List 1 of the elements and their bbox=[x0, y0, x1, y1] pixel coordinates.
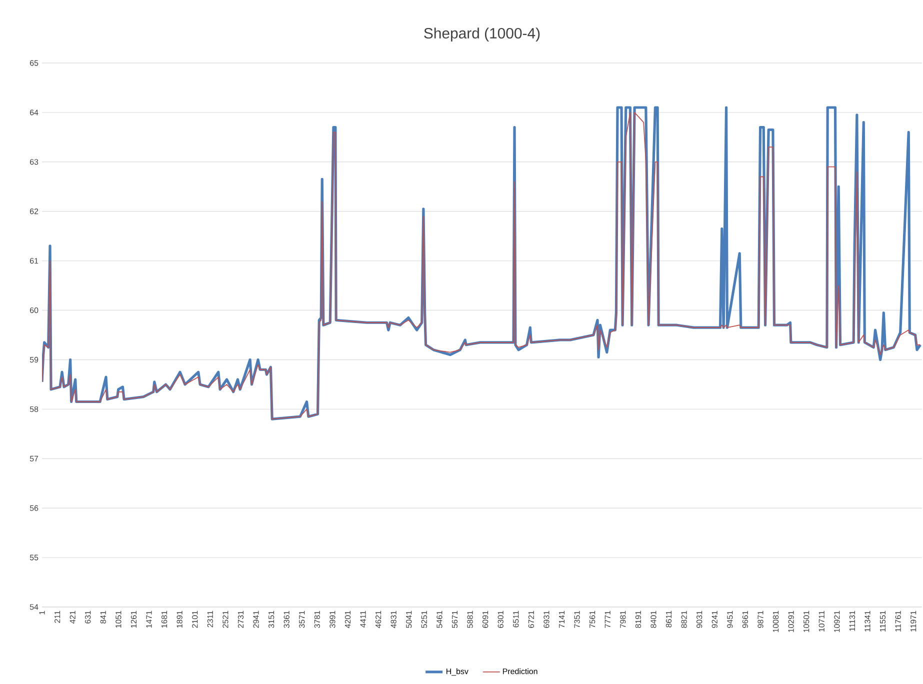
chart-title: Shepard (1000-4) bbox=[424, 28, 540, 42]
